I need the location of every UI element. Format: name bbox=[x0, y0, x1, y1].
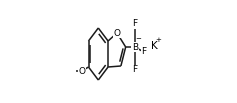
Text: −: − bbox=[135, 36, 141, 42]
Text: K: K bbox=[150, 41, 157, 51]
Text: F: F bbox=[132, 19, 137, 29]
Text: F: F bbox=[132, 66, 137, 74]
Text: O: O bbox=[114, 29, 120, 37]
Text: +: + bbox=[155, 37, 161, 43]
Text: B: B bbox=[132, 43, 138, 52]
Text: O: O bbox=[78, 67, 85, 75]
Text: F: F bbox=[141, 47, 146, 57]
